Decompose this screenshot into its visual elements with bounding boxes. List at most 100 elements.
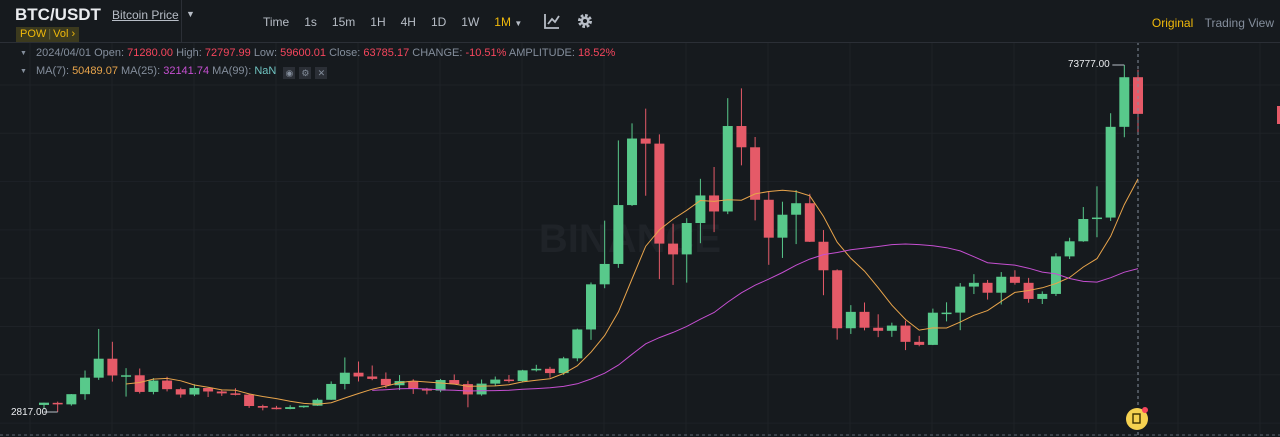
candle[interactable] xyxy=(586,282,596,340)
candle[interactable] xyxy=(1091,186,1102,238)
candle[interactable] xyxy=(66,393,77,406)
candle[interactable] xyxy=(832,269,843,340)
candle[interactable] xyxy=(544,366,555,378)
candle[interactable] xyxy=(107,341,118,382)
candle[interactable] xyxy=(39,402,49,410)
candle[interactable] xyxy=(1009,270,1020,285)
candle[interactable] xyxy=(695,178,706,244)
candle[interactable] xyxy=(599,220,610,289)
candle[interactable] xyxy=(982,279,993,300)
candle[interactable] xyxy=(900,320,911,351)
interval-1d[interactable]: 1D xyxy=(430,15,447,29)
interval-1w[interactable]: 1W xyxy=(461,15,480,29)
candle[interactable] xyxy=(52,401,63,412)
candle[interactable] xyxy=(449,374,460,385)
interval-15m[interactable]: 15m xyxy=(331,15,356,29)
view-trading-view[interactable]: Trading View xyxy=(1204,16,1274,30)
candle[interactable] xyxy=(257,404,268,411)
pair-name-link[interactable]: Bitcoin Price xyxy=(112,8,179,22)
settings-icon[interactable]: ⚙ xyxy=(299,67,312,79)
interval-1h[interactable]: 1H xyxy=(370,15,386,29)
candle[interactable] xyxy=(1119,65,1130,138)
candle[interactable] xyxy=(380,372,391,389)
candle[interactable] xyxy=(1105,113,1116,221)
candle[interactable] xyxy=(285,405,296,410)
candle[interactable] xyxy=(777,201,788,258)
candle[interactable] xyxy=(353,361,364,382)
candle[interactable] xyxy=(1064,237,1075,260)
interval-time[interactable]: Time xyxy=(263,15,290,29)
candle[interactable] xyxy=(476,379,487,396)
candle[interactable] xyxy=(941,302,952,322)
pair-symbol[interactable]: BTC/USDT xyxy=(15,5,101,24)
candle[interactable] xyxy=(818,230,829,296)
candle[interactable] xyxy=(681,218,692,283)
candle[interactable] xyxy=(845,305,856,334)
candle[interactable] xyxy=(298,405,309,408)
candle[interactable] xyxy=(216,389,227,396)
candle[interactable] xyxy=(709,166,720,233)
candle[interactable] xyxy=(613,140,624,268)
candle[interactable] xyxy=(927,308,938,346)
candle[interactable] xyxy=(271,405,282,410)
candle[interactable] xyxy=(80,370,91,400)
chart-indicator-icon[interactable] xyxy=(543,12,561,30)
candle[interactable] xyxy=(490,376,501,387)
candle[interactable] xyxy=(1078,207,1089,242)
tag-vol[interactable]: Vol xyxy=(53,28,69,40)
interval-1m[interactable]: 1M ▼ xyxy=(494,15,522,29)
candle[interactable] xyxy=(654,134,665,280)
candle[interactable] xyxy=(134,368,145,394)
candle[interactable] xyxy=(736,88,747,166)
chevron-down-icon[interactable]: ▼ xyxy=(514,19,523,28)
candle[interactable] xyxy=(162,376,173,392)
event-icon[interactable] xyxy=(1126,407,1148,430)
interval-4h[interactable]: 4H xyxy=(400,15,416,29)
candle[interactable] xyxy=(996,272,1007,305)
candle[interactable] xyxy=(791,190,802,245)
candle[interactable] xyxy=(531,364,542,372)
candle[interactable] xyxy=(189,384,200,397)
gear-icon[interactable] xyxy=(576,12,594,30)
pair-tags[interactable]: POW | Vol › xyxy=(16,27,80,42)
candle[interactable] xyxy=(722,98,733,215)
candle[interactable] xyxy=(148,378,159,395)
candle[interactable] xyxy=(873,314,884,338)
candle[interactable] xyxy=(627,123,638,206)
candle[interactable] xyxy=(230,388,241,396)
candle[interactable] xyxy=(367,365,378,381)
candle[interactable] xyxy=(462,380,473,408)
candle[interactable] xyxy=(93,328,104,380)
candle[interactable] xyxy=(517,369,528,383)
candle[interactable] xyxy=(1050,253,1061,296)
candle[interactable] xyxy=(203,387,214,398)
view-original[interactable]: Original xyxy=(1151,16,1194,30)
candle[interactable] xyxy=(968,274,979,295)
candle[interactable] xyxy=(339,357,350,390)
close-icon[interactable]: ✕ xyxy=(315,67,328,79)
candle[interactable] xyxy=(121,368,132,397)
candle[interactable] xyxy=(859,302,870,331)
candle[interactable] xyxy=(572,328,583,362)
candle[interactable] xyxy=(558,356,569,376)
candle[interactable] xyxy=(914,335,925,347)
candle[interactable] xyxy=(886,322,897,337)
candle[interactable] xyxy=(668,223,679,285)
candle[interactable] xyxy=(1037,291,1048,305)
candle[interactable] xyxy=(503,375,514,383)
candle[interactable] xyxy=(750,136,761,221)
collapse-caret-icon[interactable]: ▼ xyxy=(20,50,27,57)
candle[interactable] xyxy=(175,387,186,398)
candle[interactable] xyxy=(408,379,419,394)
candle[interactable] xyxy=(804,193,815,243)
collapse-caret-icon[interactable]: ▼ xyxy=(20,68,27,75)
eye-icon[interactable]: ◉ xyxy=(283,67,296,79)
candle[interactable] xyxy=(244,393,255,408)
candle[interactable] xyxy=(326,381,337,400)
chevron-down-icon[interactable]: ▼ xyxy=(186,9,195,19)
candle[interactable] xyxy=(640,108,651,196)
interval-1s[interactable]: 1s xyxy=(304,15,317,29)
tag-pow[interactable]: POW xyxy=(20,28,47,40)
candle[interactable] xyxy=(763,191,774,265)
